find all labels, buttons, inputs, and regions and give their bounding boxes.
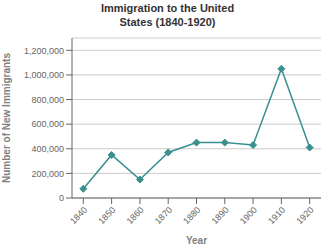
svg-text:Year: Year (186, 235, 207, 246)
svg-text:1,200,000: 1,200,000 (24, 46, 64, 56)
svg-text:Number of New Immigrants: Number of New Immigrants (8, 53, 12, 183)
svg-text:1910: 1910 (266, 205, 287, 226)
svg-text:1860: 1860 (125, 205, 146, 226)
svg-text:1850: 1850 (96, 205, 117, 226)
svg-text:1,000,000: 1,000,000 (24, 70, 64, 80)
svg-text:1920: 1920 (294, 205, 315, 226)
html-text:States (1840-1920): States (1840-1920) (119, 16, 216, 28)
svg-text:0: 0 (59, 193, 64, 203)
svg-text:1870: 1870 (153, 205, 174, 226)
svg-text:200,000: 200,000 (31, 169, 64, 179)
svg-text:1840: 1840 (68, 205, 89, 226)
svg-text:1880: 1880 (181, 205, 202, 226)
svg-text:1890: 1890 (209, 205, 230, 226)
svg-text:1900: 1900 (238, 205, 259, 226)
html-text:Immigration to the United: Immigration to the United (100, 2, 235, 15)
svg-text:800,000: 800,000 (31, 95, 64, 105)
svg-text:600,000: 600,000 (31, 119, 64, 129)
svg-text:400,000: 400,000 (31, 144, 64, 154)
